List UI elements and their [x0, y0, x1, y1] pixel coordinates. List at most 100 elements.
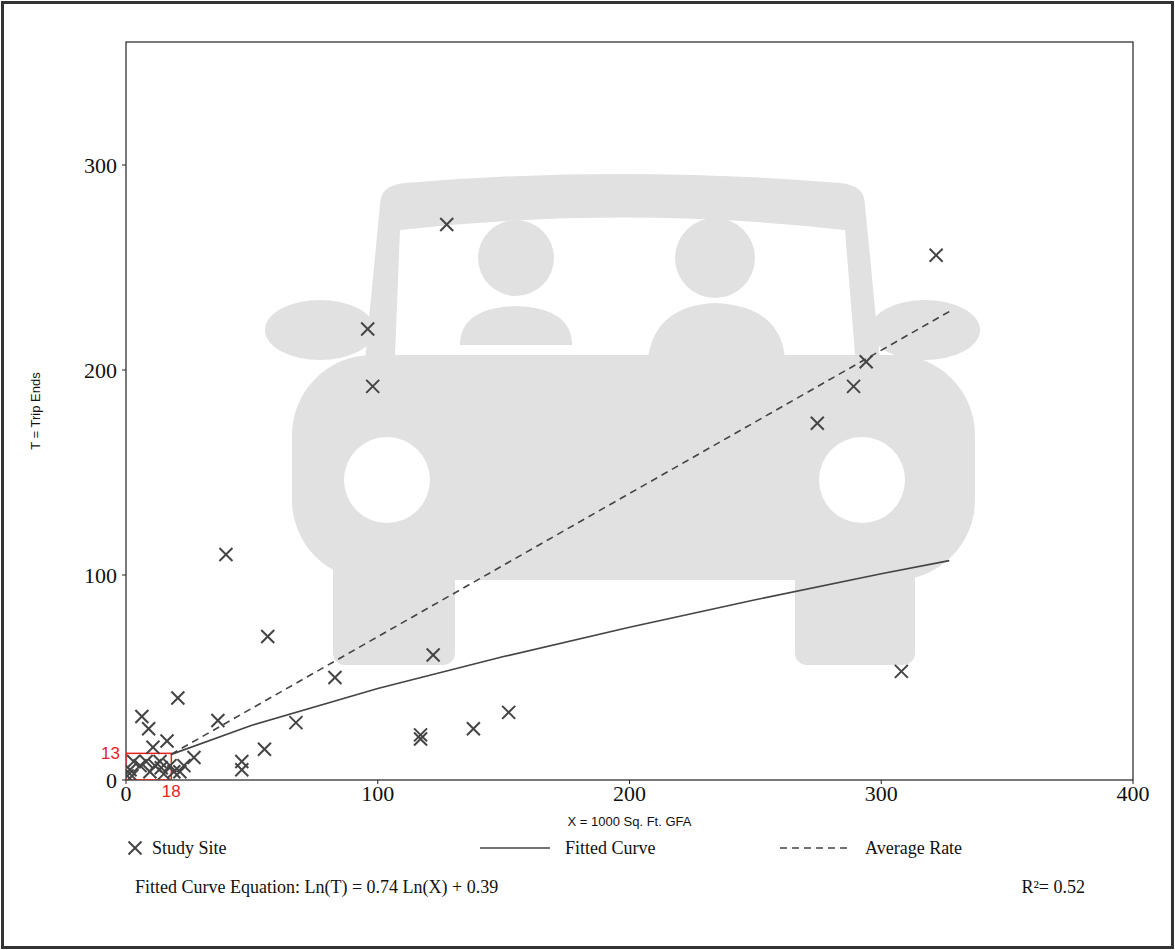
marker-stroke [258, 743, 271, 756]
marker-stroke [157, 767, 170, 780]
marker-stroke [146, 741, 159, 754]
marker-stroke [502, 706, 515, 719]
marker-stroke [171, 692, 184, 705]
study-site-point [173, 765, 186, 778]
y-tick [122, 575, 126, 576]
study-site-point [135, 710, 148, 723]
x-tick-label: 0 [121, 781, 132, 806]
marker-stroke [142, 722, 155, 735]
study-site-point [127, 755, 140, 768]
r-squared: R²= 0.52 [1021, 877, 1085, 897]
marker-stroke [328, 671, 341, 684]
marker-stroke [361, 323, 374, 336]
y-axis-title: T = Trip Ends [28, 372, 43, 450]
marker-stroke [427, 648, 440, 661]
marker-stroke [467, 722, 480, 735]
study-site-point [146, 741, 159, 754]
marker-stroke [129, 842, 142, 855]
marker-stroke [366, 380, 379, 393]
study-site-point [361, 323, 374, 336]
marker-stroke [127, 755, 140, 768]
study-site-point [440, 218, 453, 231]
marker-stroke [930, 249, 943, 262]
plot-area [126, 218, 949, 780]
car-person [460, 306, 572, 345]
marker-stroke [187, 751, 200, 764]
marker-stroke [173, 765, 186, 778]
car-wheel [795, 540, 915, 665]
marker-stroke [366, 380, 379, 393]
car-person [478, 220, 554, 296]
study-site-point [219, 548, 232, 561]
marker-stroke [211, 714, 224, 727]
marker-stroke [502, 706, 515, 719]
study-site-point [235, 763, 248, 776]
y-tick-label: 0 [106, 768, 117, 793]
marker-stroke [171, 692, 184, 705]
study-site-point [211, 714, 224, 727]
watermark [265, 174, 980, 665]
marker-stroke [895, 665, 908, 678]
legend-line [780, 847, 850, 849]
marker-stroke [187, 751, 200, 764]
study-site-point [847, 380, 860, 393]
car-light [819, 437, 905, 523]
legend-line [480, 847, 550, 849]
marker-stroke [261, 630, 274, 643]
marker-stroke [440, 218, 453, 231]
series-line [171, 312, 949, 755]
study-site-point [161, 735, 174, 748]
marker-stroke [847, 380, 860, 393]
equation: Fitted Curve Equation: Ln(T) = 0.74 Ln(X… [135, 877, 498, 898]
car-mirror [265, 300, 375, 360]
x-tick-label: 100 [361, 781, 394, 806]
legend-marker [129, 842, 142, 855]
legend-label: Average Rate [865, 838, 962, 858]
study-site-point [467, 722, 480, 735]
highlight-label: 18 [162, 782, 181, 801]
marker-stroke [142, 722, 155, 735]
y-tick-label: 200 [84, 358, 117, 383]
legend-label: Fitted Curve [565, 838, 656, 858]
outer-border [3, 3, 1173, 948]
study-site-point [328, 671, 341, 684]
y-tick [122, 165, 126, 166]
marker-stroke [126, 769, 134, 780]
marker-stroke [328, 671, 341, 684]
study-site-point [171, 692, 184, 705]
marker-stroke [219, 548, 232, 561]
marker-stroke [414, 733, 427, 746]
legend-label: Study Site [152, 838, 227, 858]
marker-stroke [219, 548, 232, 561]
study-site-point [895, 665, 908, 678]
x-axis-title: X = 1000 Sq. Ft. GFA [568, 814, 692, 829]
marker-stroke [126, 769, 134, 780]
marker-stroke [847, 380, 860, 393]
marker-stroke [143, 765, 156, 778]
legend-item: Average Rate [780, 838, 962, 858]
marker-stroke [127, 755, 140, 768]
marker-stroke [135, 710, 148, 723]
study-site-point [811, 417, 824, 430]
y-tick-label: 300 [84, 153, 117, 178]
study-site-point [261, 630, 274, 643]
study-site-point [258, 743, 271, 756]
marker-stroke [235, 763, 248, 776]
marker-stroke [467, 722, 480, 735]
study-site-point [126, 769, 134, 780]
car-cabin [365, 174, 880, 360]
marker-stroke [414, 733, 427, 746]
marker-stroke [129, 842, 142, 855]
highlight-label: 13 [101, 744, 120, 763]
study-site-point [366, 380, 379, 393]
marker-stroke [289, 716, 302, 729]
series-line [171, 561, 949, 755]
study-site-point [143, 765, 156, 778]
marker-stroke [440, 218, 453, 231]
legend-item: Study Site [129, 838, 227, 858]
marker-stroke [895, 665, 908, 678]
car-person [675, 218, 755, 298]
marker-stroke [361, 323, 374, 336]
study-site-point [142, 722, 155, 735]
marker-stroke [135, 710, 148, 723]
